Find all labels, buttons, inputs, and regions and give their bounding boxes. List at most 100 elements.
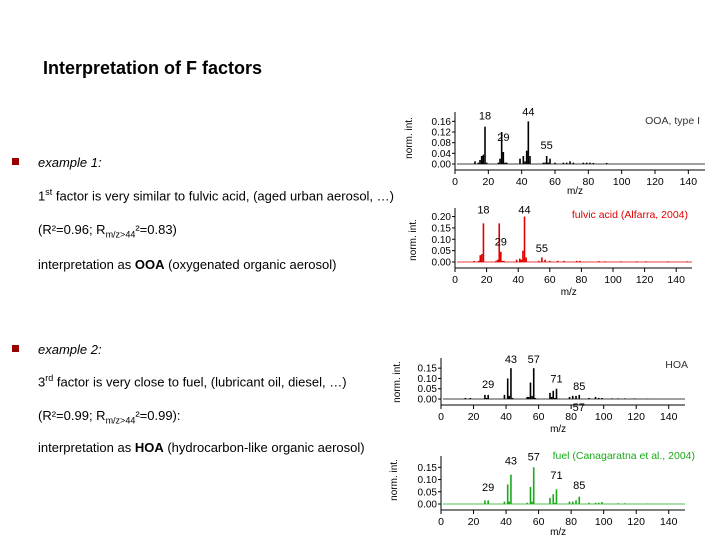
y-tick-label: 0.04 bbox=[432, 149, 452, 160]
ex1-line2-b: ²=0.83) bbox=[135, 222, 177, 237]
peak-label: 71 bbox=[550, 470, 562, 482]
peak-label: 44 bbox=[518, 205, 530, 217]
y-tick-label: 0.08 bbox=[432, 138, 452, 149]
peak-label: 18 bbox=[479, 111, 491, 123]
peak-label: 43 bbox=[505, 354, 517, 366]
x-tick-label: 20 bbox=[468, 516, 480, 528]
bullet-example-1 bbox=[12, 158, 19, 165]
peak-label: 43 bbox=[505, 455, 517, 467]
x-tick-label: 140 bbox=[667, 274, 685, 286]
peak-label: 57 bbox=[528, 354, 540, 366]
x-tick-label: 0 bbox=[452, 274, 458, 286]
y-tick-label: 0.20 bbox=[432, 212, 452, 223]
ex2-line1-b: factor is very close to fuel, (lubricant… bbox=[53, 374, 347, 390]
ex1-line2-sub: m/z>44 bbox=[105, 229, 136, 240]
x-tick-label: 120 bbox=[627, 516, 645, 528]
peak-label: 55 bbox=[541, 140, 553, 152]
x-tick-label: 100 bbox=[604, 274, 622, 286]
ex2-line3-b: (hydrocarbon-like organic aerosol) bbox=[163, 440, 365, 455]
example-2-line-2: (R²=0.99; Rm/z>44²=0.99): bbox=[38, 408, 181, 426]
x-tick-label: 0 bbox=[452, 176, 458, 188]
legend-label: fuel (Canagaratna et al., 2004) bbox=[553, 450, 695, 462]
ex1-line1-a: 1 bbox=[38, 188, 46, 204]
peak-label: 85 bbox=[573, 381, 585, 393]
ex1-line3-a: interpretation as bbox=[38, 257, 135, 272]
example-2-label: example 2: bbox=[38, 342, 102, 357]
bullet-example-2 bbox=[12, 345, 19, 352]
x-tick-label: 120 bbox=[636, 274, 654, 286]
y-tick-label: 0.12 bbox=[432, 128, 452, 139]
x-axis-label: m/z bbox=[550, 424, 566, 435]
peak-label: 57 bbox=[573, 402, 585, 414]
legend-label: fulvic acid (Alfarra, 2004) bbox=[572, 209, 688, 221]
ex2-line2-a: (R²=0.99; R bbox=[38, 408, 106, 423]
spectrum-chart-2: 0.000.050.100.150.20 0 20 40 60 80 100 120 140 18… bbox=[408, 205, 692, 298]
peak-label: 29 bbox=[497, 132, 509, 144]
y-tick-label: 0.00 bbox=[432, 258, 452, 269]
x-axis-label: m/z bbox=[567, 186, 583, 197]
x-axis-label: m/z bbox=[550, 527, 566, 538]
ex2-line1-sup: rd bbox=[45, 373, 54, 383]
x-tick-label: 20 bbox=[482, 176, 494, 188]
x-tick-label: 140 bbox=[660, 516, 678, 528]
y-tick-label: 0.15 bbox=[432, 223, 452, 234]
x-tick-label: 100 bbox=[595, 516, 613, 528]
peak-label: 44 bbox=[522, 107, 534, 119]
x-tick-label: 60 bbox=[533, 516, 545, 528]
x-tick-label: 0 bbox=[438, 411, 444, 423]
y-tick-label: 0.05 bbox=[432, 246, 452, 257]
y-axis-label: norm. int. bbox=[404, 117, 415, 159]
y-axis-label: norm. int. bbox=[389, 459, 400, 501]
y-tick-label: 0.10 bbox=[418, 475, 438, 486]
y-tick-label: 0.10 bbox=[432, 235, 452, 246]
ex2-line2-b: ²=0.99): bbox=[135, 408, 181, 423]
x-tick-label: 80 bbox=[565, 411, 577, 423]
peak-label: 57 bbox=[528, 452, 540, 464]
x-axis-label: m/z bbox=[561, 287, 577, 298]
y-tick-label: 0.10 bbox=[418, 374, 438, 385]
y-tick-label: 0.15 bbox=[418, 463, 438, 474]
peak-label: 18 bbox=[477, 205, 489, 217]
x-tick-label: 100 bbox=[613, 176, 631, 188]
spectrum-chart-1: 0.000.040.080.120.16 0 20 40 60 80 100 120 140 18… bbox=[404, 107, 705, 197]
peak-label: 29 bbox=[495, 236, 507, 248]
x-tick-label: 40 bbox=[516, 176, 528, 188]
ex2-line3-a: interpretation as bbox=[38, 440, 135, 455]
x-tick-label: 80 bbox=[565, 516, 577, 528]
example-1-label: example 1: bbox=[38, 155, 102, 170]
x-tick-label: 120 bbox=[627, 411, 645, 423]
y-axis-label: norm. int. bbox=[392, 361, 403, 403]
x-tick-label: 120 bbox=[646, 176, 664, 188]
peak-label: 29 bbox=[482, 482, 494, 494]
ex1-line1-b: factor is very similar to fulvic acid, (… bbox=[52, 188, 394, 204]
peak-label: 71 bbox=[550, 374, 562, 386]
y-tick-label: 0.00 bbox=[418, 395, 438, 406]
ex1-line2-a: (R²=0.96; R bbox=[38, 222, 106, 237]
peak-label: 55 bbox=[536, 243, 548, 255]
ex1-line3-bold: OOA bbox=[134, 257, 165, 272]
x-tick-label: 140 bbox=[660, 411, 678, 423]
page-title: Interpretation of F factors bbox=[43, 58, 263, 78]
x-tick-label: 40 bbox=[500, 516, 512, 528]
x-tick-label: 80 bbox=[576, 274, 588, 286]
legend-label: HOA bbox=[665, 359, 688, 371]
x-tick-label: 60 bbox=[544, 274, 556, 286]
x-tick-label: 60 bbox=[533, 411, 545, 423]
y-tick-label: 0.05 bbox=[418, 384, 438, 395]
x-tick-label: 140 bbox=[680, 176, 698, 188]
y-tick-label: 0.16 bbox=[432, 117, 452, 128]
example-1-line-2: (R²=0.96; Rm/z>44²=0.83) bbox=[38, 222, 177, 240]
y-tick-label: 0.00 bbox=[418, 500, 438, 511]
spectrum-chart-3: 0.000.050.100.15 0 20 40 60 80 100 120 140 43 57 29… bbox=[392, 354, 688, 435]
ex2-line1-a: 3 bbox=[38, 374, 46, 390]
peak-label: 85 bbox=[573, 480, 585, 492]
example-2-line-3: interpretation as HOA (hydrocarbon-like … bbox=[38, 440, 365, 455]
x-tick-label: 80 bbox=[582, 176, 594, 188]
legend-label: OOA, type I bbox=[645, 115, 700, 127]
ex2-line2-sub: m/z>44 bbox=[105, 415, 136, 426]
peak-label: 29 bbox=[482, 379, 494, 391]
y-tick-label: 0.05 bbox=[418, 487, 438, 498]
ex2-line3-bold: HOA bbox=[134, 440, 164, 455]
x-tick-label: 60 bbox=[549, 176, 561, 188]
